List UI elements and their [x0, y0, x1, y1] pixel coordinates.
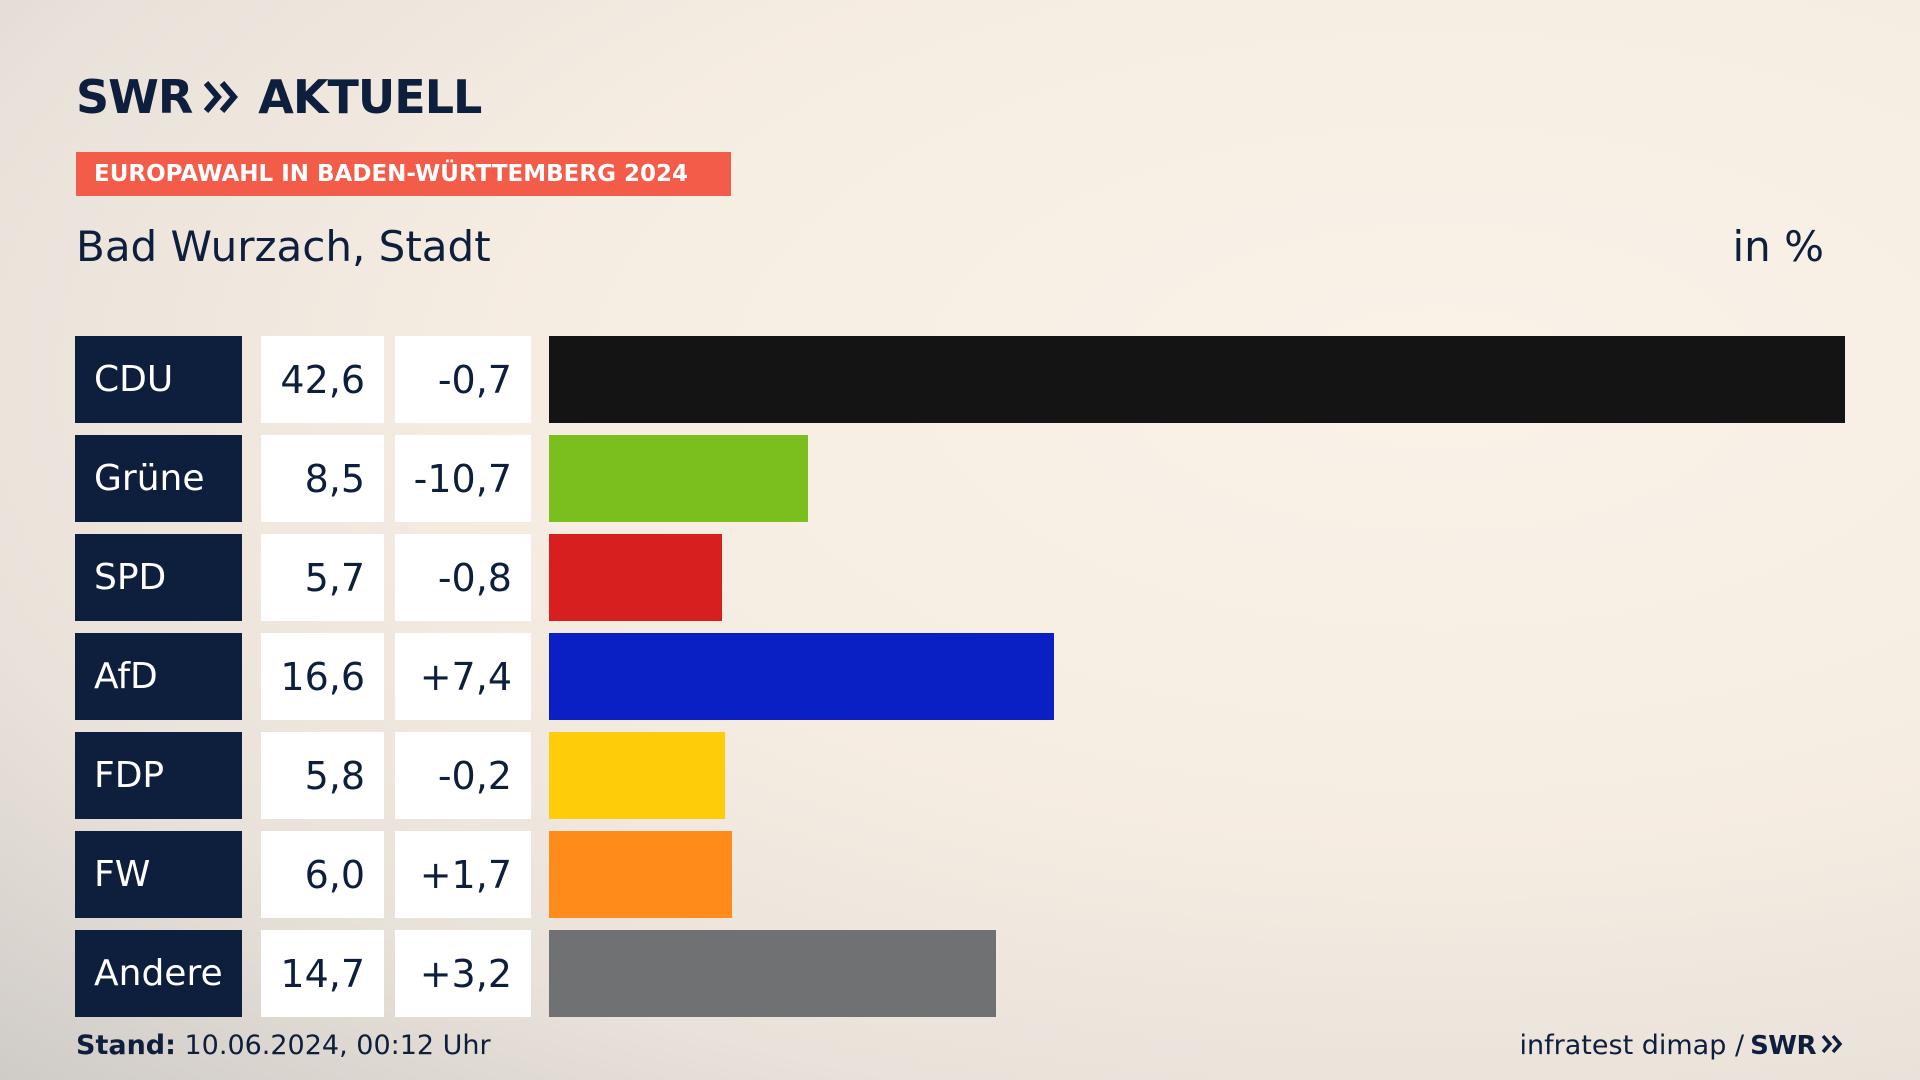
double-chevron-icon [204, 80, 240, 114]
vote-share-label: 5,8 [261, 732, 384, 819]
source: infratest dimap / SWR [1520, 1030, 1844, 1061]
result-bar [549, 534, 722, 621]
vote-share-label: 42,6 [261, 336, 384, 423]
result-bar [549, 633, 1054, 720]
change-label: +7,4 [395, 633, 531, 720]
change-label: -0,2 [395, 732, 531, 819]
vote-share-label: 16,6 [261, 633, 384, 720]
change-label: -0,8 [395, 534, 531, 621]
result-row: SPD 5,7 -0,8 [75, 534, 1845, 621]
election-tag: EUROPAWAHL IN BADEN-WÜRTTEMBERG 2024 [76, 152, 731, 196]
party-label: AfD [75, 633, 242, 720]
party-label: Grüne [75, 435, 242, 522]
vote-share-label: 5,7 [261, 534, 384, 621]
vote-share-label: 14,7 [261, 930, 384, 1017]
result-row: FW 6,0 +1,7 [75, 831, 1845, 918]
change-label: -10,7 [395, 435, 531, 522]
result-bar [549, 435, 808, 522]
result-bar [549, 336, 1845, 423]
result-row: Andere 14,7 +3,2 [75, 930, 1845, 1017]
source-swr: SWR [1750, 1030, 1816, 1061]
party-label: FDP [75, 732, 242, 819]
timestamp: Stand: 10.06.2024, 00:12 Uhr [76, 1030, 491, 1061]
vote-share-label: 6,0 [261, 831, 384, 918]
party-label: CDU [75, 336, 242, 423]
brand-swr: SWR [76, 70, 193, 124]
change-label: +3,2 [395, 930, 531, 1017]
result-bar [549, 930, 996, 1017]
result-bar [549, 732, 725, 819]
stand-label: Stand: [76, 1030, 176, 1061]
result-row: AfD 16,6 +7,4 [75, 633, 1845, 720]
result-row: Grüne 8,5 -10,7 [75, 435, 1845, 522]
brand-logo: SWR AKTUELL [76, 70, 482, 124]
party-label: SPD [75, 534, 242, 621]
stand-value: 10.06.2024, 00:12 Uhr [175, 1030, 491, 1061]
result-row: CDU 42,6 -0,7 [75, 336, 1845, 423]
change-label: +1,7 [395, 831, 531, 918]
result-bar [549, 831, 732, 918]
result-row: FDP 5,8 -0,2 [75, 732, 1845, 819]
party-label: Andere [75, 930, 242, 1017]
unit-label: in % [1732, 222, 1824, 271]
double-chevron-icon [1821, 1030, 1844, 1061]
source-label: infratest dimap / [1519, 1030, 1745, 1061]
party-label: FW [75, 831, 242, 918]
vote-share-label: 8,5 [261, 435, 384, 522]
brand-aktuell: AKTUELL [258, 70, 482, 124]
change-label: -0,7 [395, 336, 531, 423]
page-subtitle: Bad Wurzach, Stadt [76, 222, 491, 271]
